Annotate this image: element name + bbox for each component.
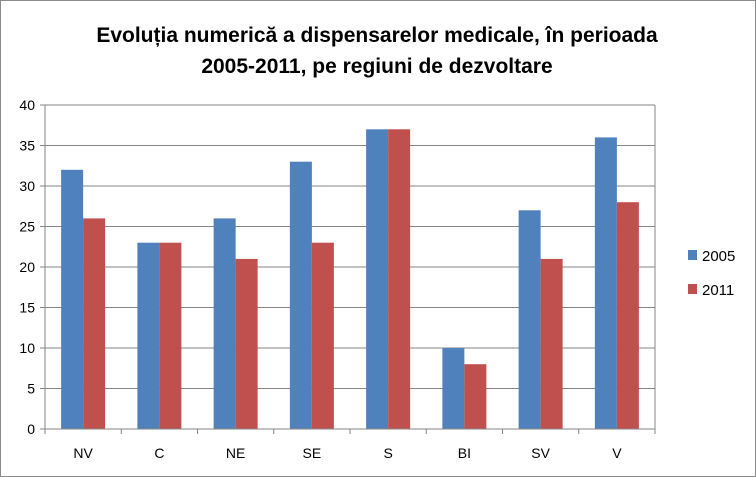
y-tick-label: 35 — [19, 138, 35, 154]
bar-2011-NV — [83, 218, 106, 429]
y-tick-label: 5 — [27, 381, 35, 397]
bars — [61, 129, 639, 430]
x-tick-label: SE — [303, 445, 322, 461]
y-tick-label: 15 — [19, 300, 35, 316]
x-tick-label: BI — [458, 445, 471, 461]
bar-2011-SE — [311, 242, 334, 429]
chart-title-line-2: 2005-2011, pe regiuni de dezvoltare — [201, 55, 552, 78]
bar-2005-BI — [442, 348, 465, 429]
legend-swatch-2005 — [688, 250, 697, 260]
bar-2011-NE — [235, 258, 258, 429]
y-tick-label: 20 — [19, 259, 35, 275]
legend-label: 2005 — [702, 248, 735, 265]
bar-2005-NV — [61, 169, 84, 430]
y-tick-label: 40 — [19, 97, 35, 113]
bar-2011-SV — [540, 258, 563, 429]
legend-swatch-2011 — [688, 284, 697, 294]
bar-2011-S — [388, 129, 411, 430]
x-tick-label: S — [383, 445, 392, 461]
x-tick-label: V — [612, 445, 622, 461]
bar-2011-C — [159, 242, 182, 429]
bar-2005-S — [366, 129, 389, 430]
bar-2011-BI — [464, 364, 487, 429]
bar-2005-SV — [518, 210, 541, 429]
y-tick-label: 30 — [19, 178, 35, 194]
bar-2005-C — [137, 242, 160, 429]
chart-title-line-1: Evoluția numerică a dispensarelor medica… — [96, 24, 658, 47]
legend: 2005 2011 — [688, 248, 735, 299]
y-tick-label: 25 — [19, 219, 35, 235]
bar-2005-NE — [213, 218, 236, 429]
gridlines — [40, 104, 656, 434]
y-tick-label: 0 — [27, 421, 35, 437]
x-tick-label: C — [154, 445, 164, 461]
x-tick-label: SV — [531, 445, 550, 461]
bar-2005-V — [594, 137, 617, 429]
x-tick-label: NV — [73, 445, 93, 461]
x-tick-labels: NV C NE SE S BI SV V — [73, 445, 622, 461]
bar-2011-V — [616, 202, 639, 429]
bar-2005-SE — [289, 161, 312, 429]
axes — [44, 105, 656, 430]
x-tick-label: NE — [226, 445, 245, 461]
y-tick-label: 10 — [19, 340, 35, 356]
legend-label: 2011 — [702, 282, 734, 299]
y-tick-labels: 0 5 10 15 20 25 30 35 40 — [19, 97, 35, 437]
